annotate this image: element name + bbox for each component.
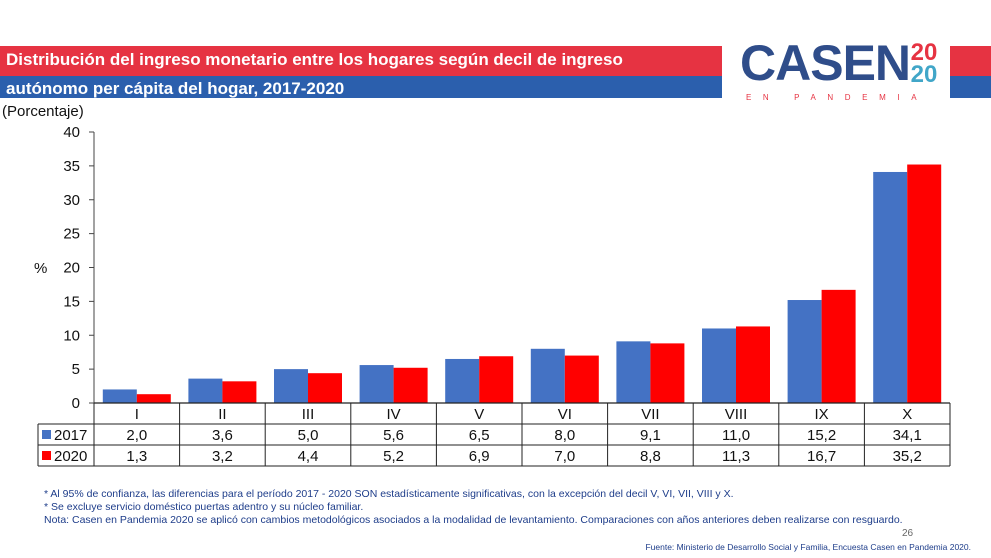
logo-year: 20 20 bbox=[910, 39, 938, 88]
data-label-2020-IX: 16,7 bbox=[807, 448, 836, 465]
bar-2017-X bbox=[873, 171, 908, 403]
legend-swatch-2020 bbox=[42, 451, 51, 460]
data-label-2017-II: 3,6 bbox=[212, 427, 233, 444]
y-tick-label-40: 40 bbox=[63, 124, 80, 141]
data-label-2020-IV: 5,2 bbox=[383, 448, 404, 465]
logo-year-bottom: 20 bbox=[910, 61, 938, 88]
category-label-II: II bbox=[218, 406, 226, 423]
y-tick-label-30: 30 bbox=[63, 192, 80, 209]
page-number: 26 bbox=[902, 528, 914, 539]
bar-2017-VIII bbox=[702, 328, 736, 403]
bar-2020-V bbox=[479, 356, 514, 403]
footnotes: * Al 95% de confianza, las diferencias p… bbox=[44, 488, 954, 527]
chart-title-line1: Distribución del ingreso monetario entre… bbox=[6, 50, 623, 69]
legend-swatch-2017 bbox=[42, 430, 51, 439]
bar-2017-VI bbox=[530, 348, 565, 403]
data-label-2017-VIII: 11,0 bbox=[722, 427, 750, 444]
y-tick-label-10: 10 bbox=[63, 327, 80, 344]
category-label-VII: VII bbox=[641, 406, 659, 423]
bar-2017-IX bbox=[787, 300, 822, 403]
unit-label: (Porcentaje) bbox=[2, 103, 84, 120]
data-label-2020-VI: 7,0 bbox=[554, 448, 575, 465]
y-tick-label-20: 20 bbox=[63, 260, 80, 277]
category-label-V: V bbox=[474, 406, 484, 423]
data-label-2017-IX: 15,2 bbox=[807, 427, 836, 444]
bar-2017-V bbox=[445, 358, 480, 403]
bar-2020-I bbox=[136, 394, 171, 403]
bar-2020-VII bbox=[650, 343, 685, 403]
footnote-methodology: Nota: Casen en Pandemia 2020 se aplicó c… bbox=[44, 514, 903, 526]
chart-title-line2: autónomo per cápita del hogar, 2017-2020 bbox=[6, 79, 345, 98]
bar-2020-X bbox=[907, 164, 942, 403]
y-tick-label-15: 15 bbox=[63, 293, 80, 310]
bar-2020-II bbox=[222, 381, 257, 403]
data-label-2017-VI: 8,0 bbox=[554, 427, 575, 444]
category-label-IV: IV bbox=[387, 406, 401, 423]
data-label-2020-II: 3,2 bbox=[212, 448, 233, 465]
data-label-2017-V: 6,5 bbox=[469, 427, 490, 444]
bar-2017-II bbox=[188, 378, 223, 403]
data-label-2020-X: 35,2 bbox=[893, 448, 922, 465]
bar-2020-VIII bbox=[736, 326, 770, 403]
bar-2020-IV bbox=[393, 367, 428, 403]
data-label-2020-VIII: 11,3 bbox=[722, 448, 750, 465]
footnote-exclusion: * Se excluye servicio doméstico puertas … bbox=[44, 501, 364, 513]
data-label-2020-I: 1,3 bbox=[126, 448, 147, 465]
category-label-III: III bbox=[302, 406, 315, 423]
data-label-2017-VII: 9,1 bbox=[640, 427, 661, 444]
casen-logo: CASEN bbox=[740, 35, 911, 91]
title-band-red bbox=[0, 46, 722, 76]
bar-2020-VI bbox=[564, 355, 599, 403]
category-label-VI: VI bbox=[558, 406, 572, 423]
data-label-2020-V: 6,9 bbox=[469, 448, 490, 465]
y-tick-label-35: 35 bbox=[63, 158, 80, 175]
legend-label-2017: 2017 bbox=[54, 427, 87, 444]
accent-tab-red bbox=[950, 46, 991, 76]
y-tick-label-5: 5 bbox=[72, 361, 80, 378]
bar-2017-I bbox=[102, 389, 137, 403]
bar-2020-III bbox=[308, 373, 342, 403]
logo-subtitle: EN PANDEMIA bbox=[746, 93, 929, 102]
bar-2017-III bbox=[274, 369, 308, 403]
bar-2017-IV bbox=[359, 365, 394, 403]
category-label-X: X bbox=[902, 406, 912, 423]
category-label-VIII: VIII bbox=[725, 406, 748, 423]
data-label-2017-X: 34,1 bbox=[893, 427, 922, 444]
source-note: Fuente: Ministerio de Desarrollo Social … bbox=[645, 542, 971, 552]
legend-label-2020: 2020 bbox=[54, 448, 87, 465]
data-label-2020-VII: 8,8 bbox=[640, 448, 661, 465]
y-tick-label-25: 25 bbox=[63, 226, 80, 243]
data-label-2017-I: 2,0 bbox=[126, 427, 147, 444]
category-label-IX: IX bbox=[815, 406, 829, 423]
accent-tab-blue bbox=[950, 76, 991, 98]
data-label-2020-III: 4,4 bbox=[298, 448, 319, 465]
bar-2020-IX bbox=[821, 289, 856, 403]
logo-year-top: 20 bbox=[910, 39, 938, 66]
bar-2017-VII bbox=[616, 341, 651, 403]
y-tick-label-0: 0 bbox=[72, 395, 80, 412]
footnote-significance: * Al 95% de confianza, las diferencias p… bbox=[44, 488, 734, 500]
category-label-I: I bbox=[135, 406, 139, 423]
data-label-2017-III: 5,0 bbox=[298, 427, 319, 444]
y-axis-label: % bbox=[34, 260, 48, 277]
title-band-blue bbox=[0, 76, 722, 98]
data-label-2017-IV: 5,6 bbox=[383, 427, 404, 444]
